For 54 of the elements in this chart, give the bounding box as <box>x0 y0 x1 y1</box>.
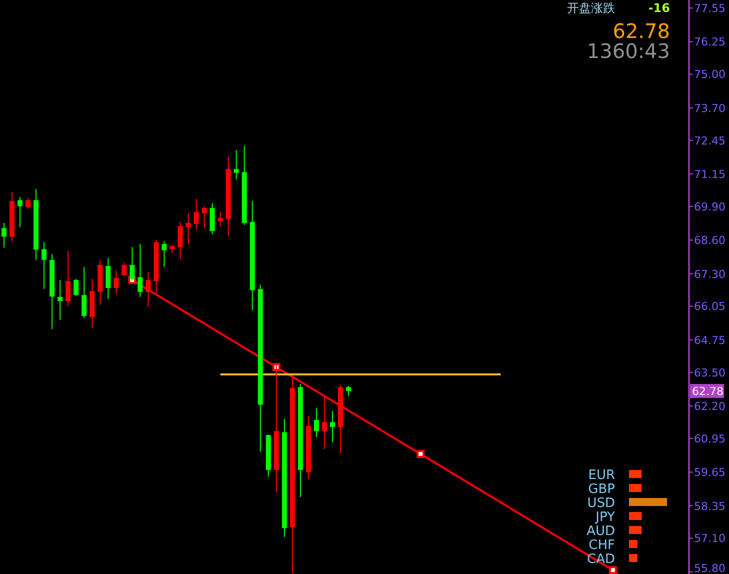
y-tick-label: 68.60 <box>694 234 726 248</box>
y-tick-label: 71.15 <box>694 168 726 181</box>
candlestick <box>218 212 223 227</box>
candlestick <box>26 198 31 210</box>
text: 62.78 <box>692 384 724 398</box>
y-tick-label: CHF <box>588 538 615 553</box>
y-tick-label: 57.10 <box>694 532 726 546</box>
candlestick <box>194 198 199 230</box>
y-tick-label: 73.70 <box>694 102 726 115</box>
candlestick <box>186 212 191 244</box>
y-tick-label: 69.90 <box>694 200 726 214</box>
candlestick <box>162 240 167 268</box>
y-tick-label: 77.55 <box>694 2 726 16</box>
candlestick <box>322 396 327 450</box>
y-tick-label: 76.25 <box>694 36 726 49</box>
y-tick-label: 75.00 <box>694 68 726 82</box>
candlestick <box>138 243 143 298</box>
y-tick-label: 60.95 <box>694 432 726 446</box>
y-tick-label: 55.80 <box>694 562 726 574</box>
y-tick-label: USD <box>587 496 615 511</box>
candlestick <box>2 222 7 248</box>
candlestick <box>314 408 319 438</box>
candlestick <box>202 206 207 229</box>
annotation: -16 <box>648 1 670 15</box>
candlestick <box>122 262 127 276</box>
y-tick-label: JPY <box>594 510 616 525</box>
candlestick <box>234 150 239 180</box>
y-tick-label: 72.45 <box>694 134 726 148</box>
candlestick <box>178 221 183 260</box>
y-tick-label: 58.35 <box>694 500 726 513</box>
candlestick <box>74 278 79 297</box>
y-tick-label: 62.20 <box>694 400 726 413</box>
candlestick <box>42 242 47 290</box>
candlestick <box>18 196 23 228</box>
candlestick <box>58 280 63 320</box>
candlestick <box>346 386 352 397</box>
candlestick <box>66 250 71 306</box>
y-tick-label: AUD <box>586 524 615 539</box>
candlestick <box>330 410 335 443</box>
candlestick <box>210 202 215 235</box>
y-tick-label: 64.75 <box>694 334 726 347</box>
y-tick-label: 67.30 <box>694 268 726 281</box>
candlestick <box>130 246 135 282</box>
candlestick <box>106 257 111 300</box>
point <box>416 450 425 458</box>
y-tick-label: 63.50 <box>694 366 726 380</box>
annotation: 开盘涨跌 <box>567 1 615 15</box>
candlestick <box>114 270 119 294</box>
point <box>608 566 617 574</box>
candlestick <box>82 266 87 319</box>
y-tick-label: 66.05 <box>694 300 726 314</box>
y-tick-label: GBP <box>588 482 616 497</box>
y-tick-label: 59.65 <box>694 466 726 480</box>
y-tick-label: EUR <box>588 468 615 483</box>
